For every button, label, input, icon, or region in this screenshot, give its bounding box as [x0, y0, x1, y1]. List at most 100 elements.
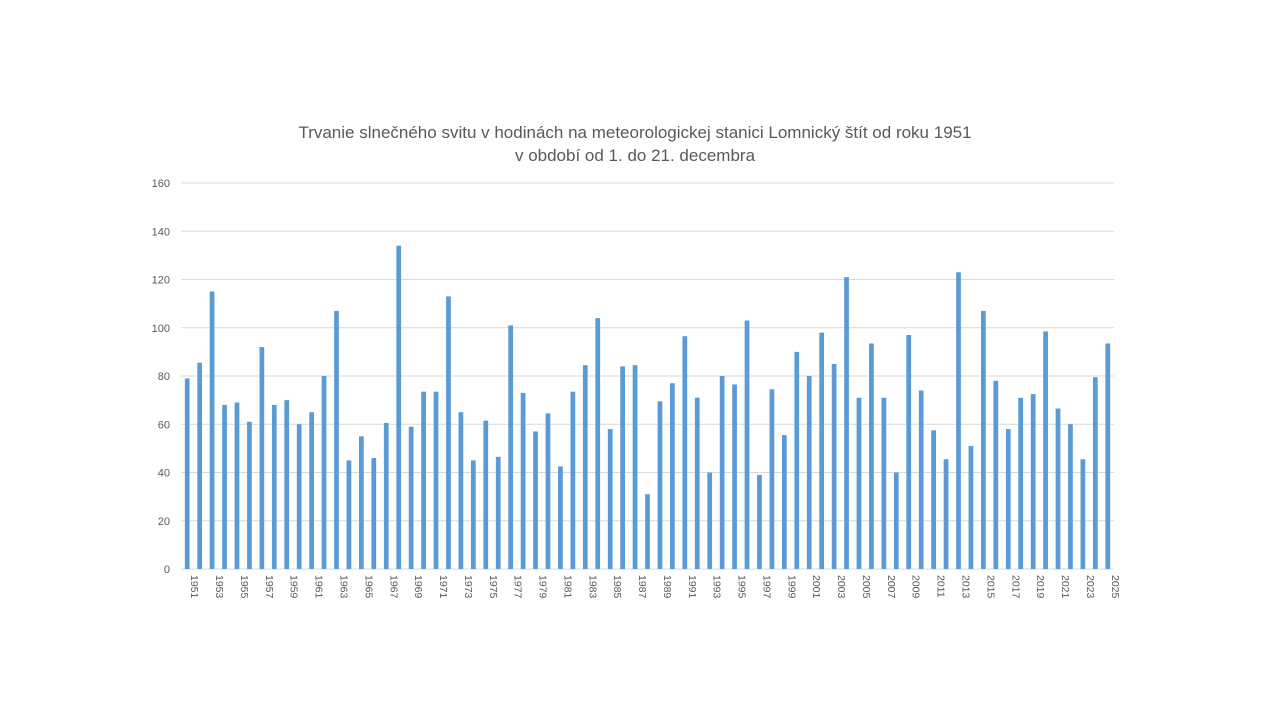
x-tick-label: 2023: [1084, 575, 1096, 599]
bar: [881, 397, 887, 569]
bar: [495, 456, 501, 569]
x-tick-label: 2013: [960, 575, 972, 599]
bar: [371, 458, 377, 569]
x-tick-label: 2017: [1009, 575, 1021, 599]
x-tick-label: 1951: [188, 575, 200, 599]
bar: [844, 277, 849, 569]
x-tick-label: 2001: [810, 575, 822, 599]
x-tick-label: 2009: [910, 575, 922, 599]
bar: [1105, 343, 1111, 569]
bar: [446, 296, 451, 569]
bar: [334, 310, 339, 569]
bar: [595, 318, 601, 569]
y-tick-label: 20: [158, 516, 170, 528]
bar: [346, 460, 352, 569]
x-tick-label: 1991: [686, 575, 698, 599]
x-tick-label: 1967: [387, 575, 399, 599]
bar: [769, 389, 775, 569]
bar: [483, 420, 489, 569]
y-tick-label: 80: [158, 371, 170, 383]
bar: [545, 413, 551, 569]
bar: [694, 397, 700, 569]
bar: [732, 384, 737, 569]
bar: [396, 245, 402, 569]
bar: [918, 390, 924, 569]
x-tick-label: 2019: [1034, 575, 1046, 599]
bar: [1068, 424, 1073, 569]
bar: [421, 391, 426, 569]
bar: [284, 400, 290, 569]
bar: [197, 362, 203, 569]
bar: [222, 404, 227, 569]
bar: [570, 391, 576, 569]
x-tick-label: 1999: [785, 575, 797, 599]
y-tick-label: 160: [152, 178, 170, 190]
x-tick-label: 1953: [213, 575, 225, 599]
x-tick-label: 1963: [338, 575, 350, 599]
x-tick-label: 2015: [984, 575, 996, 599]
bar: [433, 391, 439, 569]
chart-subtitle-line: v období od 1. do 21. decembra: [514, 146, 756, 165]
bar: [383, 423, 389, 569]
bar: [856, 397, 862, 569]
x-tick-label: 1975: [487, 575, 499, 599]
x-tick-label: 1973: [462, 575, 474, 599]
x-tick-label: 1961: [313, 575, 325, 599]
bar: [794, 351, 800, 569]
y-tick-label: 60: [158, 419, 170, 431]
bar: [209, 291, 215, 569]
x-tick-label: 1965: [362, 575, 374, 599]
chart-title-line: Trvanie slnečného svitu v hodinách na me…: [298, 123, 972, 142]
y-tick-label: 40: [158, 468, 170, 480]
bar: [632, 365, 638, 569]
x-tick-label: 1989: [661, 575, 673, 599]
x-tick-label: 1979: [537, 575, 549, 599]
x-tick-label: 1981: [561, 575, 573, 599]
bar: [508, 325, 514, 569]
x-tick-label: 1995: [736, 575, 748, 599]
x-tick-label: 1977: [512, 575, 524, 599]
bar: [682, 336, 688, 569]
x-tick-label: 1955: [238, 575, 250, 599]
bar: [1005, 429, 1011, 569]
x-tick-label: 2011: [935, 575, 947, 598]
x-tick-label: 1971: [437, 575, 449, 599]
bar: [259, 347, 265, 569]
x-tick-label: 1957: [263, 575, 275, 599]
x-tick-label: 1983: [586, 575, 598, 599]
x-tick-label: 1993: [711, 575, 723, 599]
bar: [670, 383, 675, 569]
y-tick-label: 140: [152, 226, 170, 238]
x-tick-label: 1997: [760, 575, 772, 599]
bar: [956, 272, 961, 569]
bar: [520, 392, 526, 569]
bar: [981, 310, 986, 569]
x-tick-label: 1969: [412, 575, 424, 599]
bar: [1092, 377, 1098, 569]
x-tick-label: 1987: [636, 575, 648, 599]
bar: [806, 376, 812, 569]
y-tick-label: 100: [152, 323, 170, 335]
bar: [968, 445, 974, 569]
bar: [744, 320, 750, 569]
bar: [893, 472, 899, 569]
bar: [458, 412, 464, 569]
bar: [184, 378, 190, 569]
x-tick-label: 1985: [611, 575, 623, 599]
y-tick-label: 0: [164, 564, 170, 576]
x-tick-label: 2025: [1109, 575, 1121, 599]
y-tick-label: 120: [152, 275, 170, 287]
bar: [1080, 459, 1086, 569]
bar: [321, 376, 327, 569]
bar: [607, 429, 613, 569]
bar: [359, 436, 364, 569]
bar: [781, 435, 787, 569]
bar: [707, 472, 713, 569]
bar: [719, 376, 725, 569]
bar: [819, 332, 825, 569]
bar: [906, 334, 912, 569]
bar: [757, 474, 762, 569]
bar: [1043, 331, 1048, 569]
